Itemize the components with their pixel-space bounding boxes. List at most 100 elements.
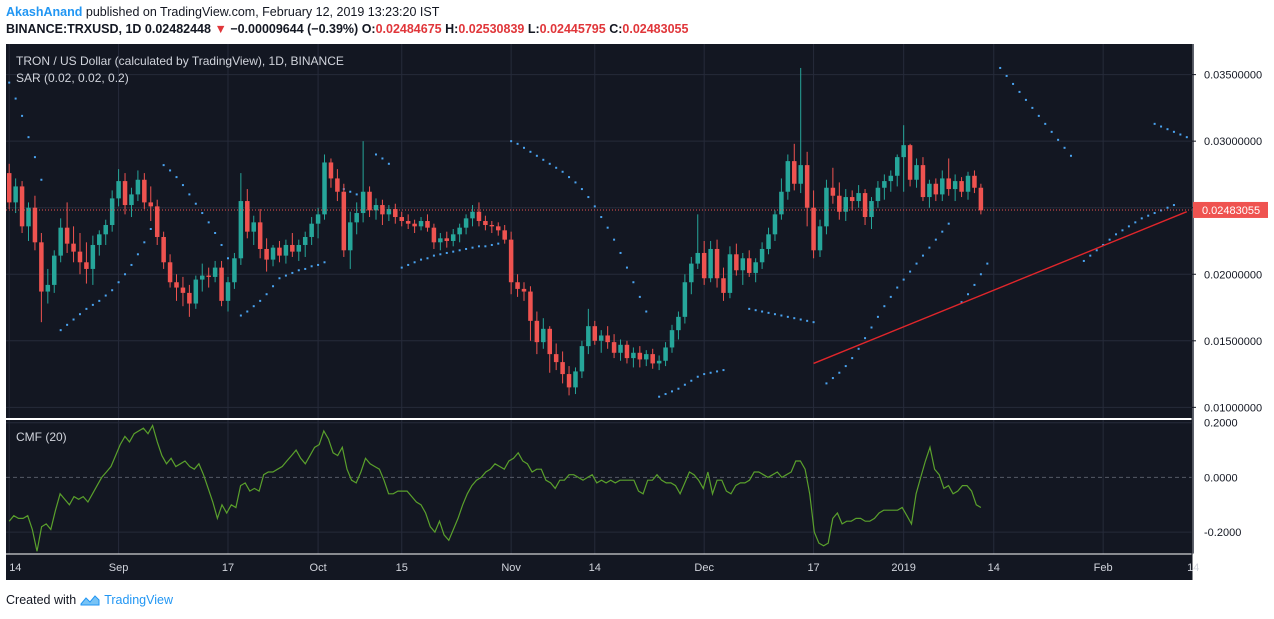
candle-body xyxy=(502,230,507,240)
candle-body xyxy=(122,181,128,206)
candle-body xyxy=(438,238,443,243)
open-value: 0.02484675 xyxy=(375,22,442,36)
time-tick-label: Nov xyxy=(501,562,521,574)
sar-dot xyxy=(799,318,802,321)
price-change: −0.00009644 (−0.39%) xyxy=(230,22,359,36)
candle-body xyxy=(412,223,417,227)
candle-body xyxy=(6,173,12,203)
sar-dot xyxy=(284,274,287,277)
sar-dot xyxy=(967,293,970,296)
time-tick-label: 14 xyxy=(9,562,21,574)
candle-body xyxy=(753,262,758,273)
candle-body xyxy=(302,236,308,245)
candle-body xyxy=(277,247,282,256)
candle-body xyxy=(116,181,121,199)
candle-body xyxy=(766,234,771,249)
sar-dot xyxy=(149,228,152,231)
close-value: 0.02483055 xyxy=(622,22,689,36)
candle-body xyxy=(901,145,906,158)
sar-dot xyxy=(27,136,30,139)
candle-body xyxy=(58,227,63,256)
sar-dot xyxy=(1031,106,1034,109)
last-price: 0.02482448 xyxy=(144,22,211,36)
candle-body xyxy=(644,354,649,360)
sar-dot xyxy=(941,230,944,233)
candle-body xyxy=(972,175,977,188)
sar-dot xyxy=(1153,212,1156,215)
sar-dot xyxy=(1115,233,1118,236)
sar-dot xyxy=(143,241,146,244)
candle-body xyxy=(425,221,430,228)
sar-dot xyxy=(921,254,924,257)
candle-body xyxy=(650,354,655,364)
sar-dot xyxy=(870,326,873,329)
candle-body xyxy=(965,175,971,192)
sar-dot xyxy=(72,318,75,321)
candle-body xyxy=(631,352,636,359)
candle-body xyxy=(528,291,533,321)
sar-dot xyxy=(979,273,982,276)
sar-dot xyxy=(1121,229,1124,232)
sar-dot xyxy=(864,337,867,340)
time-tick-label: 17 xyxy=(807,562,819,574)
sar-dot xyxy=(831,377,834,380)
candle-body xyxy=(360,191,366,214)
sar-dot xyxy=(1069,154,1072,157)
sar-dot xyxy=(85,307,88,310)
candle-body xyxy=(959,181,964,192)
sar-dot xyxy=(355,193,358,196)
candle-body xyxy=(515,282,520,289)
candle-body xyxy=(907,145,913,180)
sar-dot xyxy=(793,317,796,320)
chart-area[interactable]: 0.035000000.030000000.025000000.02000000… xyxy=(6,44,1268,580)
sar-dot xyxy=(181,184,184,187)
candle-body xyxy=(759,248,765,263)
sar-dot xyxy=(111,289,114,292)
sar-dot xyxy=(909,270,912,273)
candle-body xyxy=(824,187,829,227)
high-value: 0.02530839 xyxy=(458,22,525,36)
candle-body xyxy=(71,243,76,252)
sar-dot xyxy=(349,190,352,193)
sar-dot xyxy=(1172,204,1175,207)
candle-body xyxy=(792,161,797,184)
author-link[interactable]: AkashAnand xyxy=(6,5,83,19)
sar-dot xyxy=(934,238,937,241)
sar-dot xyxy=(426,257,429,260)
sar-dot xyxy=(844,365,847,368)
price-tick-label: 0.02000000 xyxy=(1204,269,1262,281)
time-tick-label: Dec xyxy=(694,562,714,574)
candle-body xyxy=(637,352,643,360)
sar-dot xyxy=(754,309,757,312)
tradingview-brand[interactable]: TradingView xyxy=(104,593,173,607)
candle-body xyxy=(161,236,166,263)
sar-dot xyxy=(1024,98,1027,101)
sar-dot xyxy=(220,243,223,246)
sar-dot xyxy=(465,247,468,250)
sar-dot xyxy=(683,383,686,386)
candle-body xyxy=(77,251,83,263)
price-axis-area[interactable] xyxy=(1192,44,1268,580)
sar-dot xyxy=(104,294,107,297)
sar-dot xyxy=(902,278,905,281)
candle-body xyxy=(496,226,501,231)
candle-body xyxy=(817,226,823,251)
chart-svg[interactable]: 0.035000000.030000000.025000000.02000000… xyxy=(6,44,1268,580)
sar-dot xyxy=(645,310,648,313)
candle-body xyxy=(180,287,186,293)
sar-dot xyxy=(613,238,616,241)
sar-dot xyxy=(98,299,101,302)
sar-dot xyxy=(767,311,770,314)
overlays xyxy=(6,209,1192,365)
sar-dot xyxy=(516,142,519,145)
candle-body xyxy=(26,207,31,227)
candle-body xyxy=(598,335,604,341)
sar-dot xyxy=(535,154,538,157)
publish-info: published on TradingView.com, February 1… xyxy=(85,5,440,19)
sar-dot xyxy=(838,371,841,374)
candle-body xyxy=(804,165,810,208)
candle-body xyxy=(586,326,591,347)
candle-body xyxy=(431,227,437,243)
sar-dot xyxy=(761,310,764,313)
sar-dot xyxy=(555,166,558,169)
